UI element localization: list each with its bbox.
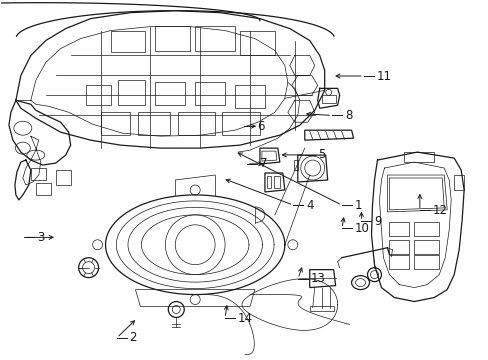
Text: 5: 5 [318, 148, 325, 161]
Text: 11: 11 [376, 69, 391, 82]
Text: 3: 3 [37, 231, 44, 244]
Text: 7: 7 [259, 157, 266, 170]
Text: 14: 14 [237, 311, 252, 325]
Text: 10: 10 [354, 222, 369, 235]
Text: 1: 1 [354, 199, 362, 212]
Text: 13: 13 [310, 272, 325, 285]
Text: 6: 6 [257, 120, 264, 133]
Text: 8: 8 [344, 109, 351, 122]
Text: 12: 12 [432, 204, 447, 217]
Text: 2: 2 [129, 331, 137, 344]
Text: 4: 4 [305, 199, 313, 212]
Text: 9: 9 [373, 215, 381, 228]
